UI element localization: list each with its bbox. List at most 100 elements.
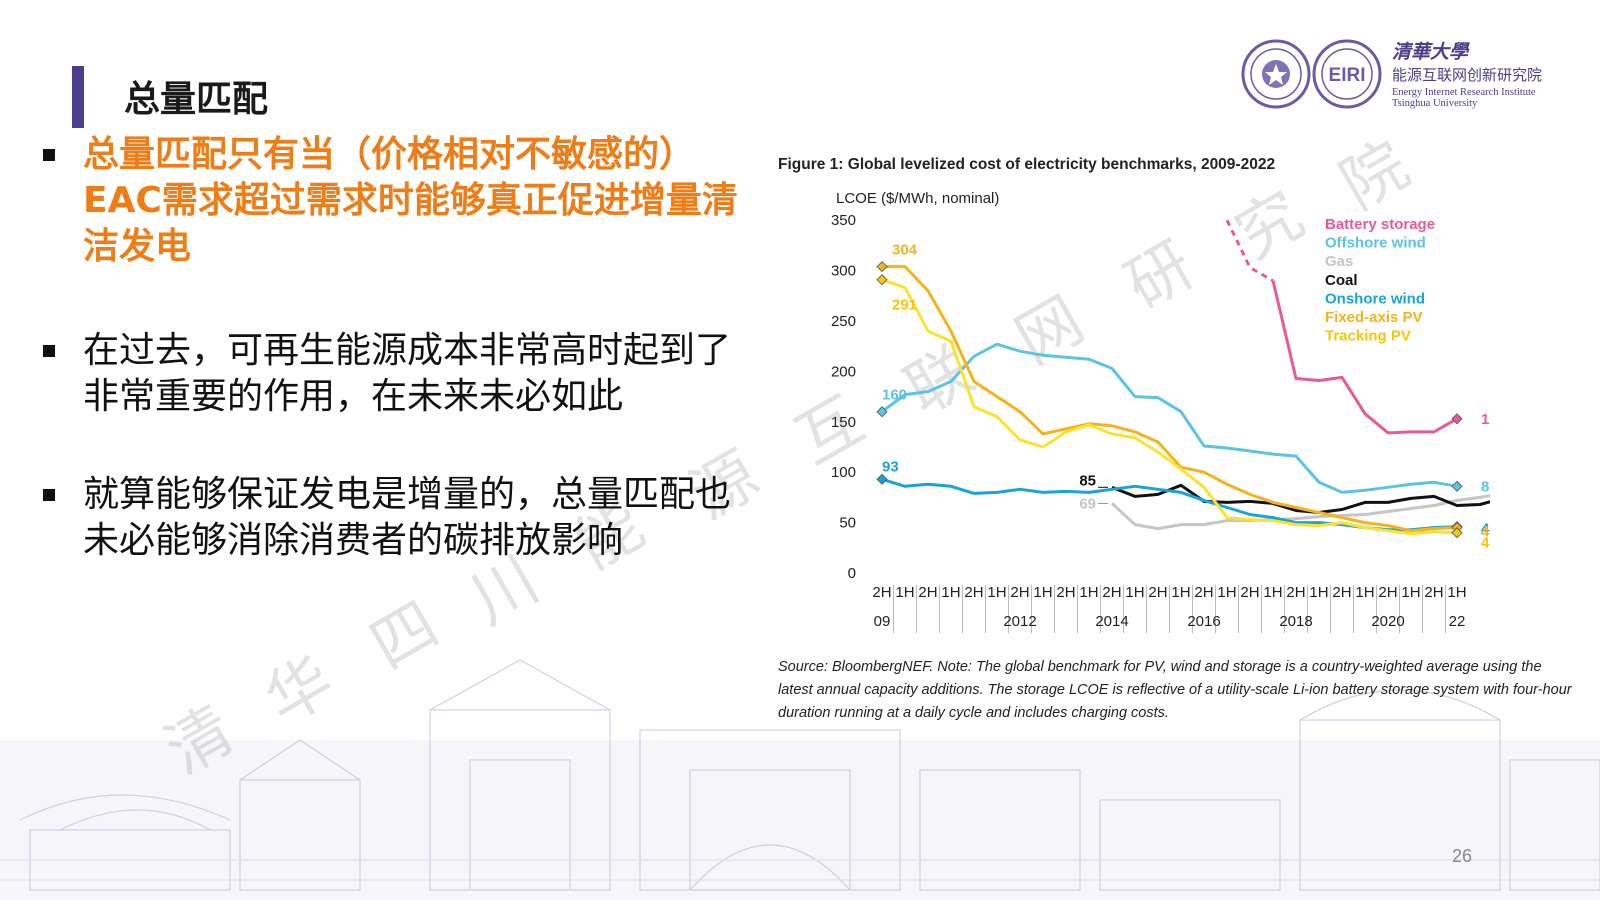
series-start-label: 160 — [882, 387, 907, 404]
x-tick-label: 1H — [1309, 584, 1328, 601]
y-tick-label: 100 — [831, 464, 856, 481]
series-line — [881, 342, 1458, 494]
y-tick-label: 0 — [848, 565, 856, 582]
bullet-item-highlight: 总量匹配只有当（价格相对不敏感的）EAC需求超过需求时能够真正促进增量清洁发电 — [40, 132, 740, 270]
x-tick-label: 2H — [872, 584, 891, 601]
y-axis-label: LCOE ($/MWh, nominal) — [836, 190, 1000, 207]
x-tick-label: 2H — [1424, 584, 1443, 601]
x-tick-label: 2H — [1378, 584, 1397, 601]
y-tick-label: 250 — [831, 313, 856, 330]
bullet-text: 总量匹配只有当（价格相对不敏感的）EAC需求超过需求时能够真正促进增量清洁发电 — [83, 134, 738, 267]
bullet-square-icon — [43, 345, 55, 357]
series-line — [1110, 494, 1490, 531]
series-start-label: 93 — [882, 458, 899, 475]
series-line — [882, 265, 1458, 533]
series-start-label: 69 — [1079, 495, 1096, 512]
x-year-label: 22 — [1449, 613, 1466, 630]
title-accent-bar — [72, 66, 84, 128]
series-line — [881, 278, 1458, 536]
figure-source-note: Source: BloombergNEF. Note: The global b… — [778, 659, 1572, 721]
legend-entry: Fixed-axis PV — [1325, 309, 1423, 326]
institute-name-en-2: Tsinghua University — [1392, 98, 1478, 109]
x-tick-label: 1H — [1033, 584, 1052, 601]
series-end-label: 46 — [1481, 521, 1490, 538]
x-tick-label: 2H — [1240, 584, 1259, 601]
bullet-item: 在过去，可再生能源成本非常高时起到了非常重要的作用，在未来未必如此 — [40, 328, 740, 420]
bullet-text: 在过去，可再生能源成本非常高时起到了非常重要的作用，在未来未必如此 — [83, 330, 732, 417]
series-start-marker — [876, 473, 888, 485]
y-tick-label: 200 — [831, 363, 856, 380]
x-tick-label: 2H — [964, 584, 983, 601]
series-end-marker — [1451, 413, 1463, 425]
x-tick-label: 2H — [1194, 584, 1213, 601]
x-tick-label: 1H — [1355, 584, 1374, 601]
x-year-label: 2018 — [1279, 613, 1312, 630]
tsinghua-script-text: 清華大學 — [1392, 41, 1470, 63]
legend-entry: Onshore wind — [1325, 290, 1425, 307]
x-tick-label: 2H — [1010, 584, 1029, 601]
institute-logos: EIRI 清華大學 能源互联网创新研究院 Energy Internet Res… — [1241, 39, 1542, 109]
bullet-square-icon — [43, 149, 55, 161]
series-start-label: 85 — [1079, 472, 1096, 489]
bullet-square-icon — [43, 489, 55, 501]
legend-entry: Gas — [1325, 253, 1353, 270]
x-tick-label: 1H — [987, 584, 1006, 601]
x-year-label: 2020 — [1371, 613, 1404, 630]
series-end-marker — [1451, 527, 1463, 539]
x-tick-label: 1H — [895, 584, 914, 601]
series-start-marker — [876, 274, 888, 286]
x-tick-label: 1H — [1171, 584, 1190, 601]
series-start-label: 304 — [892, 242, 918, 259]
x-tick-label: 1H — [941, 584, 960, 601]
eiri-logo-text: EIRI — [1329, 65, 1366, 86]
series-end-label: 45 — [1481, 524, 1490, 541]
series-end-label: 153 — [1481, 411, 1490, 428]
series-end-label: 86 — [1481, 478, 1490, 495]
slide-title: 总量匹配 — [124, 79, 269, 120]
figure-title: Figure 1: Global levelized cost of elect… — [778, 156, 1276, 173]
series-line — [1271, 280, 1458, 435]
series-start-label: 291 — [892, 297, 917, 314]
series-end-marker — [1451, 480, 1463, 492]
y-tick-label: 150 — [831, 414, 856, 431]
x-tick-label: 1H — [1217, 584, 1236, 601]
y-tick-label: 350 — [831, 212, 856, 229]
y-tick-label: 300 — [831, 263, 856, 280]
eiri-logo: EIRI — [1312, 39, 1382, 109]
x-tick-label: 2H — [1056, 584, 1075, 601]
series-line-dashed — [1225, 219, 1274, 283]
institute-name-en-1: Energy Internet Research Institute — [1392, 87, 1536, 98]
bullet-text: 就算能够保证发电是增量的，总量匹配也未必能够消除消费者的碳排放影响 — [83, 474, 732, 561]
series-start-marker — [876, 261, 888, 273]
watermark-char: 四 — [358, 588, 452, 685]
x-tick-label: 1H — [1401, 584, 1420, 601]
tsinghua-seal-logo — [1241, 39, 1311, 109]
institute-name-cn: 能源互联网创新研究院 — [1392, 66, 1542, 84]
x-tick-label: 2H — [1332, 584, 1351, 601]
y-tick-label: 50 — [839, 515, 856, 532]
page-number: 26 — [1452, 846, 1473, 866]
legend-entry: Battery storage — [1325, 216, 1435, 233]
x-year-label: 2014 — [1095, 613, 1128, 630]
series-start-marker — [876, 406, 888, 418]
legend-entry: Tracking PV — [1325, 328, 1411, 345]
x-tick-label: 2H — [1102, 584, 1121, 601]
x-tick-label: 2H — [1286, 584, 1305, 601]
legend-entry: Coal — [1325, 272, 1358, 289]
series-end-label: 40 — [1481, 535, 1490, 552]
x-tick-label: 2H — [918, 584, 937, 601]
x-year-label: 2016 — [1187, 613, 1220, 630]
legend-entry: Offshore wind — [1325, 235, 1426, 252]
x-tick-label: 1H — [1263, 584, 1282, 601]
x-tick-label: 1H — [1125, 584, 1144, 601]
bullet-item: 就算能够保证发电是增量的，总量匹配也未必能够消除消费者的碳排放影响 — [40, 472, 740, 564]
x-tick-label: 2H — [1148, 584, 1167, 601]
x-tick-label: 1H — [1079, 584, 1098, 601]
x-year-label: 09 — [874, 613, 891, 630]
x-year-label: 2012 — [1003, 613, 1036, 630]
watermark-char: 清 — [153, 693, 247, 790]
bullet-list: 总量匹配只有当（价格相对不敏感的）EAC需求超过需求时能够真正促进增量清洁发电 … — [40, 132, 740, 564]
x-tick-label: 1H — [1447, 584, 1466, 601]
watermark-char: 华 — [253, 643, 347, 740]
